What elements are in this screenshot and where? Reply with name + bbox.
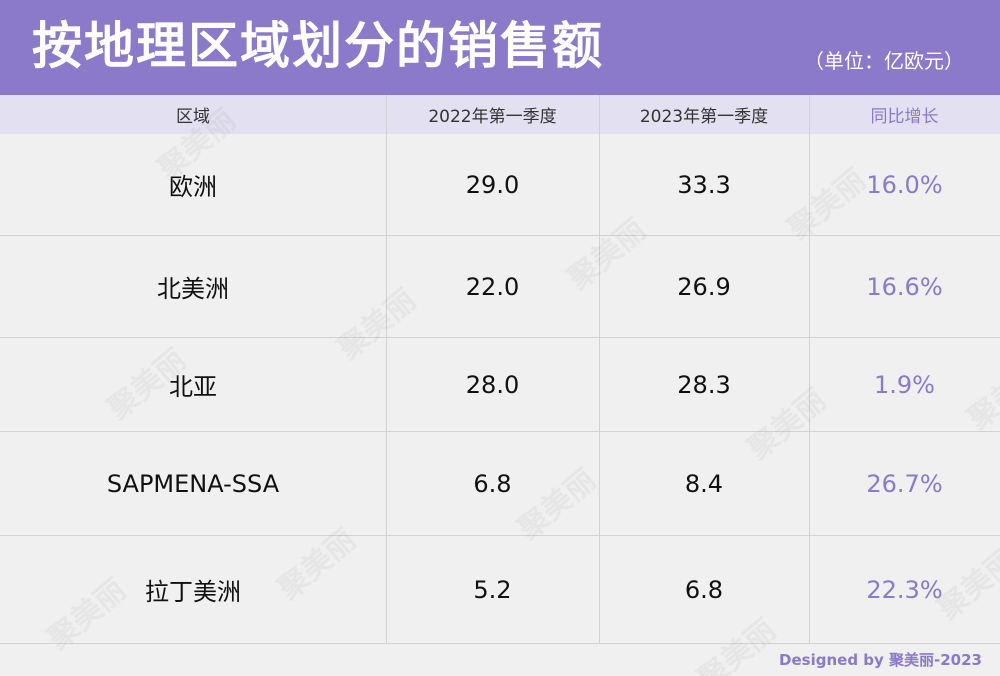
column-header-q1-2022: 2022年第一季度: [428, 107, 557, 127]
row-region-cell: 北美洲: [157, 275, 229, 303]
row-q1-2023-cell: 8.4: [684, 469, 724, 498]
column-divider: [809, 95, 810, 644]
row-q1-2022-cell: 28.0: [465, 370, 520, 399]
title-banner: 按地理区域划分的销售额 （单位：亿欧元）: [0, 0, 1000, 95]
row-growth-cell: 16.0%: [866, 170, 943, 199]
column-header-region: 区域: [176, 107, 210, 127]
column-divider: [386, 95, 387, 644]
row-q1-2022-cell: 29.0: [465, 170, 520, 199]
row-region-cell: 欧洲: [169, 173, 217, 201]
column-header-q1-2023: 2023年第一季度: [639, 107, 769, 127]
column-header-growth: 同比增长: [870, 107, 939, 127]
row-growth-cell: 1.9%: [874, 370, 935, 399]
table-row: 拉丁美洲 5.2 6.8 22.3%: [0, 536, 1000, 644]
row-q1-2022-cell: 5.2: [473, 575, 512, 604]
row-q1-2022-cell: 22.0: [465, 272, 520, 301]
table-header-row: 区域 2022年第一季度 2023年第一季度 同比增长: [0, 95, 1000, 134]
row-q1-2023-cell: 28.3: [677, 370, 731, 399]
row-growth-cell: 22.3%: [866, 575, 943, 604]
row-q1-2023-cell: 26.9: [677, 272, 731, 301]
table-row: 北亚 28.0 28.3 1.9%: [0, 338, 1000, 432]
row-region-cell: SAPMENA-SSA: [106, 469, 280, 498]
row-q1-2023-cell: 33.3: [677, 170, 731, 199]
row-growth-cell: 16.6%: [866, 272, 943, 301]
table-row: SAPMENA-SSA 6.8 8.4 26.7%: [0, 432, 1000, 536]
row-region-cell: 拉丁美洲: [145, 578, 241, 606]
table-row: 欧洲 29.0 33.3 16.0%: [0, 134, 1000, 236]
column-divider: [599, 95, 600, 644]
page-title: 按地理区域划分的销售额: [32, 17, 604, 75]
row-q1-2023-cell: 6.8: [684, 575, 724, 604]
row-q1-2022-cell: 6.8: [473, 469, 512, 498]
unit-note: （单位：亿欧元）: [804, 49, 964, 73]
table-row: 北美洲 22.0 26.9 16.6%: [0, 236, 1000, 338]
designer-credit: Designed by 聚美丽-2023: [779, 651, 982, 669]
row-growth-cell: 26.7%: [866, 469, 943, 498]
row-region-cell: 北亚: [169, 373, 217, 401]
